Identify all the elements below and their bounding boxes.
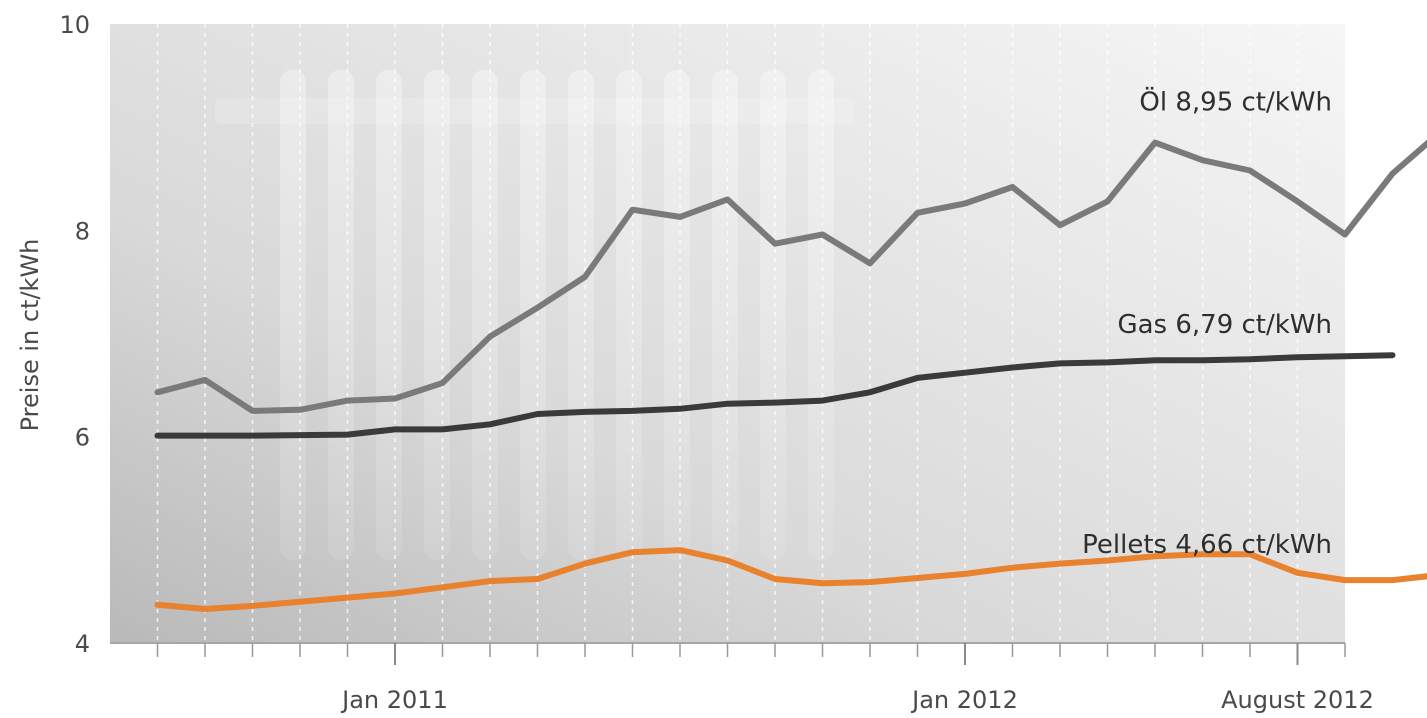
gridlines [156, 24, 1299, 643]
radiator-pipe [215, 98, 855, 124]
series-line-gas [154, 352, 1396, 439]
series-end-label: Öl 8,95 ct/kWh [1139, 85, 1332, 117]
x-axis: Jan 2011 Jan 2012 August 2012 [110, 642, 1374, 714]
x-tick-label: Jan 2012 [910, 686, 1018, 714]
radiator-fin [616, 70, 642, 560]
radiator-fin [280, 70, 306, 560]
x-tick-label: Jan 2011 [340, 686, 448, 714]
y-tick-label: 8 [75, 217, 90, 245]
series-line-pellets [154, 547, 1427, 612]
y-tick-label: 6 [75, 424, 90, 452]
radiator-fin [808, 70, 834, 560]
radiator-fin [760, 70, 786, 560]
radiator-fin [664, 70, 690, 560]
radiator-fin [472, 70, 498, 560]
radiator-fin [424, 70, 450, 560]
radiator-fin [328, 70, 354, 560]
radiator-watermark [215, 70, 855, 560]
series-line-l [154, 139, 1427, 414]
radiator-fin [568, 70, 594, 560]
radiator-fin [376, 70, 402, 560]
x-tick-label: August 2012 [1221, 686, 1374, 714]
y-axis-title: Preise in ct/kWh [16, 239, 44, 432]
y-tick-label: 4 [75, 630, 90, 658]
series-labels: Öl 8,95 ct/kWh Gas 6,79 ct/kWh Pellets 4,6… [1082, 85, 1332, 560]
y-axis: 4 6 8 10 [59, 11, 90, 658]
radiator-fin [712, 70, 738, 560]
series-end-label: Pellets 4,66 ct/kWh [1082, 530, 1332, 560]
y-tick-label: 10 [59, 11, 90, 39]
series-lines [154, 139, 1427, 612]
radiator-fin [520, 70, 546, 560]
series-end-label: Gas 6,79 ct/kWh [1117, 310, 1332, 340]
